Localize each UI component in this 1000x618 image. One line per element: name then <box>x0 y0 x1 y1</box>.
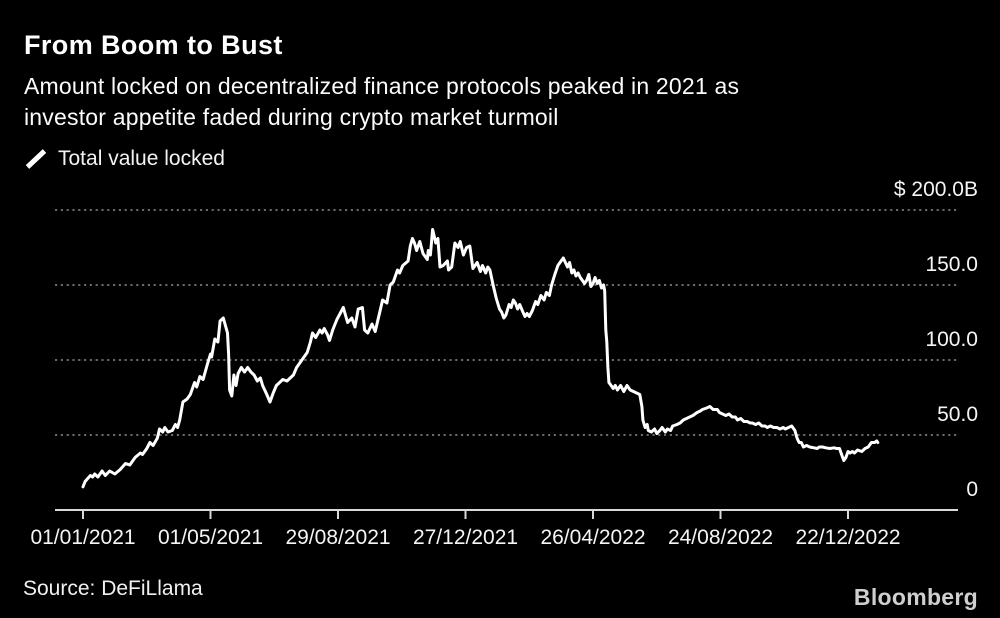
subtitle-line-2: investor appetite faded during crypto ma… <box>24 104 559 130</box>
tvl-series-line <box>81 228 880 489</box>
x-axis-label-2: 01/05/2021 <box>157 526 264 549</box>
chart-subtitle: Amount locked on decentralized finance p… <box>24 71 739 133</box>
x-axis-label-7: 22/12/2022 <box>795 526 901 549</box>
source-note: Source: DeFiLlama <box>23 577 203 600</box>
y-axis-label-0: 0 <box>966 478 978 501</box>
x-axis-label-6: 24/08/2022 <box>667 526 774 549</box>
x-axis-label-3: 29/08/2021 <box>285 526 391 549</box>
y-axis-label-200: $ 200.0B <box>893 178 978 201</box>
line-slash-icon <box>25 149 47 169</box>
legend-label: Total value locked <box>58 147 225 170</box>
legend: Total value locked <box>25 147 225 171</box>
subtitle-line-1: Amount locked on decentralized finance p… <box>24 73 740 99</box>
y-axis-label-50: 50.0 <box>937 403 978 426</box>
bloomberg-logo: Bloomberg <box>853 584 978 610</box>
y-axis-label-100: 100.0 <box>925 328 978 351</box>
x-axis-label-1: 01/01/2021 <box>30 526 136 549</box>
page-title: From Boom to Bust <box>24 30 283 60</box>
x-axis-label-5: 26/04/2022 <box>540 526 646 549</box>
y-axis-label-150: 150.0 <box>925 253 978 276</box>
x-axis-label-4: 27/12/2021 <box>412 526 519 549</box>
